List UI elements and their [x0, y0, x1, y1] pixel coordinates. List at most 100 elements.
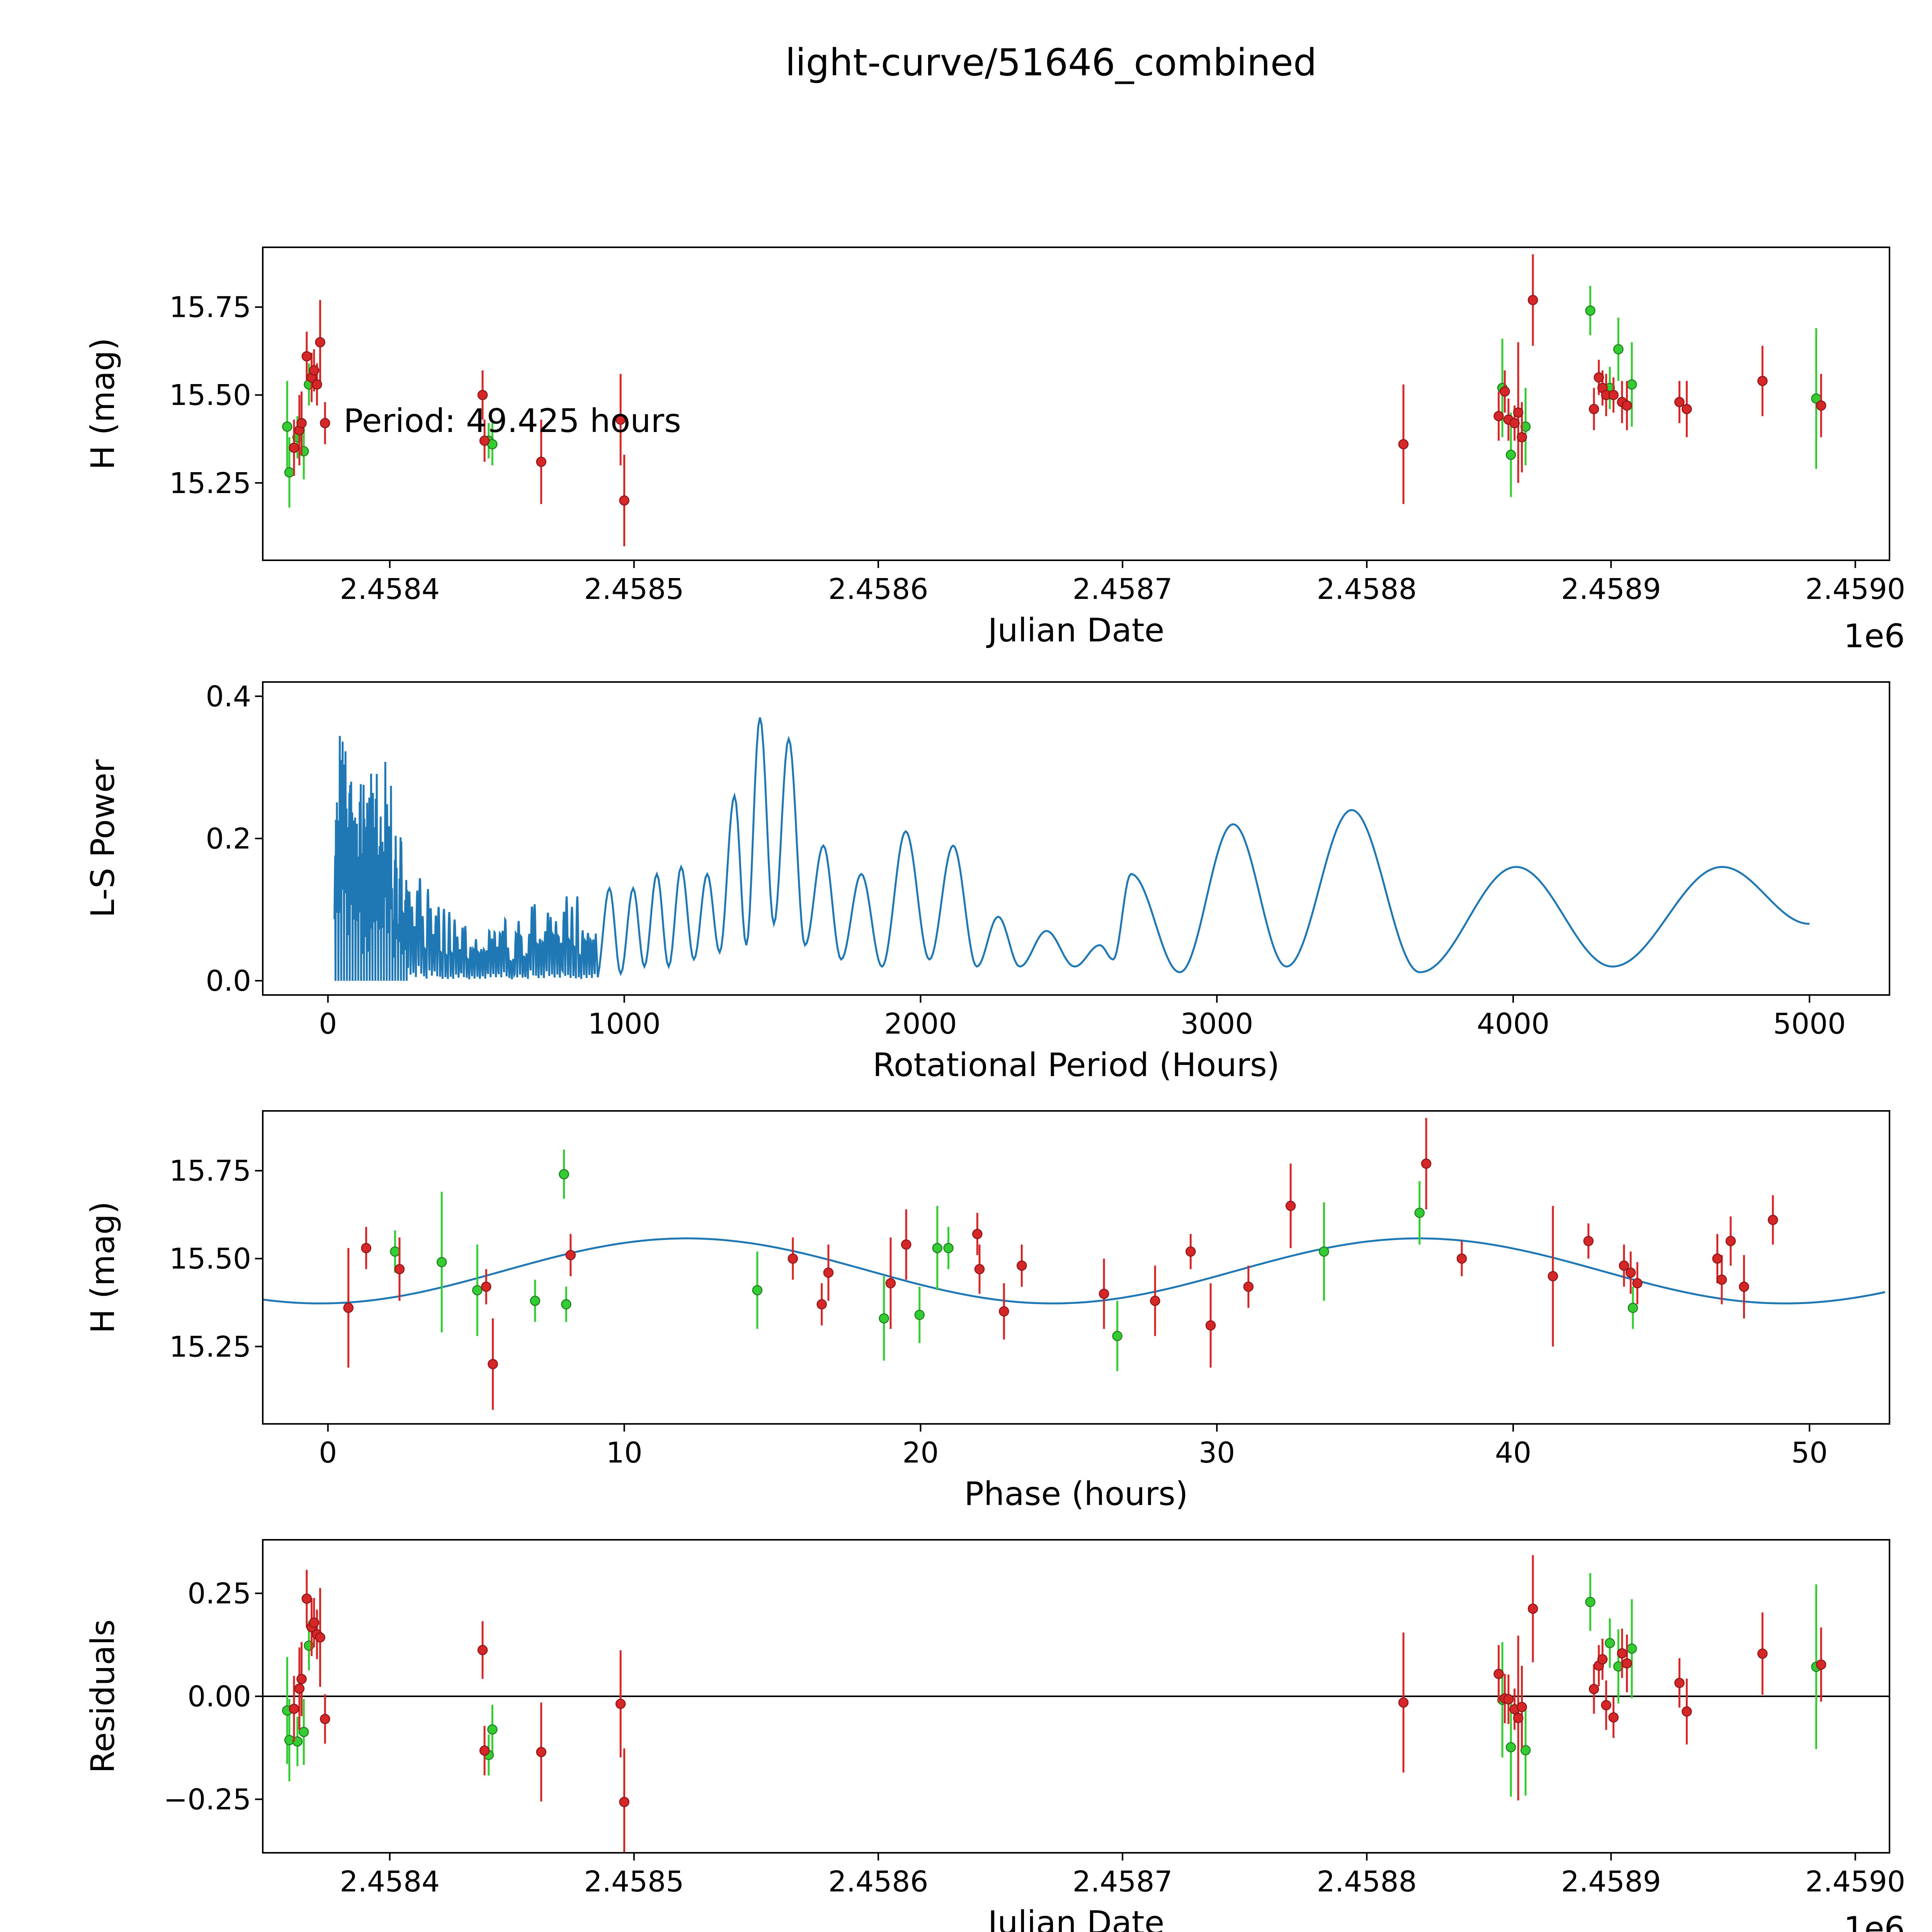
data-point-marker [1588, 1684, 1599, 1694]
jd-x-axis-offset: 1e6 [1844, 617, 1905, 655]
periodogram-content [333, 717, 1810, 981]
data-point-marker [1185, 1246, 1196, 1257]
data-point-marker [615, 1699, 626, 1709]
data-point-marker [561, 1299, 571, 1310]
data-point-marker [879, 1313, 889, 1324]
residuals-panel: 2.4584 2.4585 2.4586 2.4587 2.4588 2.4589 2.45… [84, 1539, 1905, 1932]
data-point-marker [1626, 379, 1637, 390]
data-point-marker [1613, 344, 1624, 355]
data-point-marker [1285, 1201, 1296, 1211]
data-point-marker [1816, 1659, 1827, 1670]
periodogram-plot-area: 0 1000 2000 3000 4000 5000 0.0 0.2 0.4 [206, 680, 1890, 1041]
data-point-marker [320, 1714, 330, 1724]
data-point-marker [315, 1632, 325, 1643]
data-point-marker [312, 379, 322, 390]
data-point-marker [1682, 1706, 1692, 1717]
phase-y-axis-label: H (mag) [84, 1201, 122, 1333]
data-point-marker [1517, 1702, 1527, 1712]
x-tick-label: 0 [319, 1436, 337, 1469]
data-point-marker [752, 1285, 763, 1296]
data-point-marker [615, 414, 626, 425]
data-point-marker [1503, 1694, 1514, 1704]
data-point-marker [1626, 1643, 1637, 1654]
data-point-marker [296, 418, 307, 429]
y-tick-label: 15.50 [169, 379, 251, 412]
data-point-marker [487, 1724, 498, 1735]
data-point-marker [1398, 439, 1409, 449]
data-point-marker [885, 1278, 896, 1289]
phase-folded-plot-area: 0 10 20 30 40 50 15.25 15.50 15.75 [169, 1110, 1890, 1469]
data-point-marker [1767, 1214, 1778, 1225]
data-point-marker [1398, 1697, 1409, 1708]
jd-y-axis-label: H (mag) [84, 338, 122, 470]
data-point-marker [974, 1264, 985, 1274]
data-point-marker [619, 495, 629, 506]
data-point-marker [1505, 449, 1516, 460]
data-point-marker [1112, 1331, 1122, 1341]
data-point-marker [1150, 1296, 1160, 1306]
data-point-marker [565, 1250, 576, 1260]
x-tick-label: 2.4588 [1317, 573, 1417, 606]
data-point-marker [477, 1645, 488, 1655]
jd-x-axis-label: Julian Date [986, 611, 1165, 649]
x-tick-label: 0 [319, 1007, 337, 1041]
x-tick-label: 1000 [588, 1007, 660, 1041]
data-point-marker [1716, 1274, 1727, 1285]
data-point-marker [1548, 1271, 1558, 1282]
data-point-marker [1585, 1597, 1595, 1607]
x-tick-label: 2000 [884, 1007, 957, 1041]
data-point-marker [289, 442, 299, 453]
data-point-marker [1682, 404, 1692, 414]
x-tick-label: 2.4590 [1805, 1865, 1905, 1898]
data-point-marker [309, 1617, 319, 1628]
data-point-marker [1017, 1260, 1027, 1271]
periodogram-line [333, 717, 1810, 981]
data-point-marker [1816, 400, 1827, 411]
y-tick-label: 15.25 [169, 1330, 251, 1364]
x-tick-label: 40 [1495, 1436, 1531, 1469]
data-point-marker [477, 389, 488, 400]
data-point-marker [343, 1303, 354, 1313]
phase-frame [262, 1110, 1890, 1425]
data-point-marker [1493, 411, 1504, 422]
residuals-y-axis-label: Residuals [84, 1619, 122, 1774]
y-tick-label: 0.00 [187, 1680, 251, 1713]
data-point-marker [1414, 1208, 1425, 1218]
data-point-marker [1505, 1742, 1516, 1752]
x-tick-label: 2.4589 [1561, 1865, 1661, 1898]
data-point-marker [1509, 418, 1520, 429]
data-point-marker [394, 1264, 405, 1274]
data-point-marker [530, 1296, 540, 1306]
data-point-marker [1625, 1267, 1636, 1278]
x-tick-label: 2.4588 [1317, 1865, 1417, 1898]
data-point-marker [1520, 1745, 1531, 1755]
data-point-marker [1619, 1260, 1629, 1271]
data-point-marker [1421, 1158, 1432, 1169]
data-point-marker [1205, 1320, 1216, 1331]
x-tick-label: 2.4587 [1073, 1865, 1173, 1898]
figure-title: light-curve/51646_combined [785, 41, 1317, 84]
data-point-marker [390, 1246, 400, 1257]
data-point-marker [1517, 432, 1527, 442]
y-tick-label: 0.4 [206, 680, 251, 713]
phase-content [263, 1118, 1886, 1410]
data-point-marker [1493, 1668, 1504, 1679]
data-point-marker [282, 421, 293, 432]
data-point-marker [1588, 404, 1599, 414]
data-point-marker [315, 337, 325, 347]
residuals-plot-area: 2.4584 2.4585 2.4586 2.4587 2.4588 2.4589 2.45… [163, 1539, 1905, 1898]
data-point-marker [488, 1359, 498, 1369]
data-point-marker [1628, 1303, 1638, 1313]
data-point-marker [1513, 1713, 1524, 1723]
data-point-marker [481, 1281, 492, 1292]
jd-lightcurve-panel: 2.4584 2.4585 2.4586 2.4587 2.4588 2.4589 2.45… [84, 247, 1905, 655]
periodogram-frame [262, 681, 1890, 996]
data-point-marker [298, 1726, 309, 1737]
x-tick-label: 2.4586 [828, 1865, 929, 1898]
data-point-marker [816, 1299, 827, 1310]
data-point-marker [479, 1745, 490, 1756]
y-tick-label: 15.75 [169, 1155, 251, 1188]
x-tick-label: 2.4586 [828, 573, 929, 606]
